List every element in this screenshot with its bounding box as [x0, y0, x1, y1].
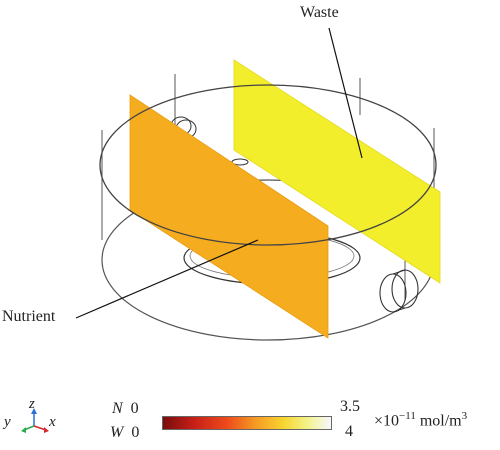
top-disc-outline	[99, 84, 437, 246]
center-port	[231, 158, 249, 166]
legend-unit-main: mol/m	[415, 412, 462, 430]
nutrient-leader-line	[75, 239, 259, 319]
bioreactor-diagram	[75, 27, 441, 341]
axis-x-label: x	[49, 414, 56, 430]
axis-triad: z y x	[4, 396, 64, 436]
legend-unit-power: 3	[461, 410, 468, 422]
legend-colorbar	[162, 416, 332, 430]
port-front-right	[379, 269, 419, 313]
waste-leader-line	[328, 27, 363, 159]
legend-unit-exponent: −11	[399, 410, 416, 422]
legend-waste-min: 0	[131, 424, 140, 441]
waste-label: Waste	[300, 4, 339, 21]
legend-waste-symbol: W	[110, 424, 124, 441]
legend-unit-prefix: ×10	[374, 412, 400, 430]
axis-y-label: y	[4, 414, 11, 430]
axis-z-label: z	[29, 396, 35, 412]
legend-nutrient-min: 0	[130, 400, 139, 417]
legend-nutrient-max: 3.5	[340, 398, 360, 415]
legend-unit: ×10−11 mol/m3	[374, 410, 467, 430]
axis-triad-arrows	[21, 408, 49, 433]
nutrient-concentration-plane	[129, 94, 329, 339]
legend-waste-max: 4	[345, 423, 353, 440]
waste-concentration-plane	[233, 59, 441, 284]
legend-nutrient-symbol: N	[112, 400, 123, 417]
nutrient-label: Nutrient	[2, 308, 56, 325]
